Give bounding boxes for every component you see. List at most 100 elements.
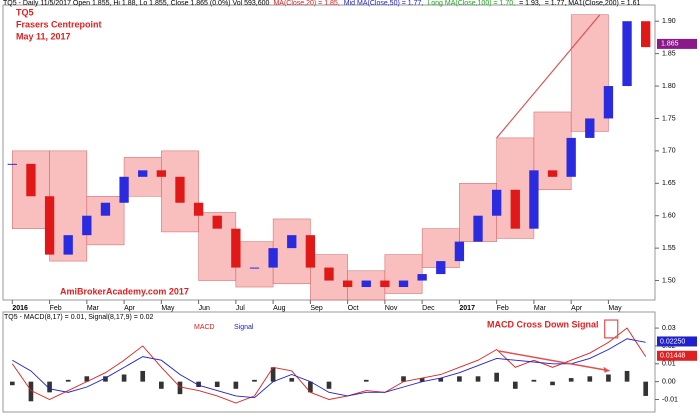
- candle: [641, 21, 651, 48]
- candle: [100, 202, 111, 216]
- candle: [529, 170, 539, 229]
- histogram-bar: [363, 379, 369, 382]
- candle: [175, 176, 185, 203]
- legend-entry: Signal: [234, 324, 254, 331]
- candle: [119, 176, 129, 203]
- month-range-box: [533, 111, 572, 191]
- x-tick-label: Feb: [497, 305, 509, 312]
- candle: [510, 189, 520, 229]
- value-tag-bg: [657, 350, 697, 361]
- candle: [249, 267, 260, 269]
- histogram-bar: [457, 376, 462, 382]
- histogram-bar: [475, 376, 481, 382]
- candle: [454, 241, 465, 262]
- price-tag-bg: [657, 38, 697, 49]
- ticker: TQ5: [16, 7, 34, 17]
- y-tick-label: 0.03: [662, 325, 676, 332]
- candle: [417, 274, 427, 281]
- y-tick-label: 1.85: [662, 50, 676, 57]
- candle: [63, 235, 73, 255]
- highlight-box: [604, 319, 619, 339]
- x-tick-label: Apr: [571, 305, 583, 312]
- x-tick-label: May: [161, 305, 175, 312]
- histogram-bar: [624, 370, 630, 382]
- macd-annotation: MACD Cross Down Signal: [487, 319, 599, 329]
- histogram-bar: [121, 374, 127, 382]
- candle: [82, 215, 92, 236]
- price-tag: 1.865: [661, 41, 679, 48]
- header-text: = 1.93,: [519, 0, 541, 7]
- y-tick-label: 1.60: [662, 213, 676, 220]
- histogram-bar: [568, 378, 574, 382]
- histogram-bar: [103, 376, 108, 382]
- x-tick-label: Nov: [385, 305, 398, 312]
- candle: [566, 137, 576, 177]
- header-text: = 1.77, MA1(Close,200) = 1.61: [545, 0, 641, 7]
- candle: [305, 235, 316, 268]
- y-tick-label: 1.75: [662, 115, 676, 122]
- histogram-bar: [47, 381, 52, 393]
- candle: [26, 163, 36, 197]
- candle: [193, 202, 204, 216]
- value-tag: 0.02250: [660, 338, 685, 345]
- date: May 11, 2017: [16, 31, 71, 41]
- histogram-bar: [84, 376, 90, 382]
- arrow-head: [603, 366, 610, 373]
- candle: [7, 163, 17, 165]
- x-tick-label: Aug: [273, 305, 286, 312]
- macd-panel: [2, 311, 656, 413]
- candle: [287, 235, 297, 249]
- candle: [342, 280, 353, 288]
- x-tick-label: Mar: [87, 305, 100, 312]
- company: Frasers Centrepoint: [16, 19, 102, 29]
- histogram-bar: [606, 374, 611, 382]
- histogram-bar: [494, 372, 499, 382]
- y-tick-label: 1.50: [662, 277, 676, 284]
- candle: [436, 261, 446, 275]
- histogram-bar: [419, 378, 425, 382]
- candle: [212, 215, 222, 229]
- x-tick-label: Apr: [124, 305, 136, 312]
- month-range-box: [384, 254, 423, 294]
- candle: [44, 196, 55, 255]
- x-tick-label: Oct: [348, 305, 359, 312]
- histogram-bar: [550, 381, 555, 386]
- y-tick-label: 1.55: [662, 245, 676, 252]
- y-tick-label: 1.90: [662, 18, 676, 25]
- candle: [324, 267, 334, 281]
- candle: [473, 215, 483, 242]
- header-text: Long MA(Close,100) = 1.70,: [427, 0, 515, 7]
- histogram-bar: [177, 381, 183, 395]
- histogram-bar: [233, 381, 239, 389]
- candle: [156, 170, 166, 177]
- x-tick-label: Jul: [236, 305, 245, 312]
- series-line: [12, 338, 646, 399]
- macd-title: TQ5 - MACD(8,17) = 0.01, Signal(8,17,9) …: [4, 314, 154, 321]
- y-tick-label: 1.80: [662, 83, 676, 90]
- watermark: AmiBrokerAcademy.com 2017: [60, 286, 189, 296]
- x-tick-label: Mar: [534, 305, 547, 312]
- candle: [398, 280, 409, 288]
- histogram-bar: [326, 381, 332, 389]
- value-tag: 0.01448: [660, 353, 685, 360]
- histogram-bar: [65, 379, 71, 382]
- value-tag-bg: [657, 336, 697, 347]
- candle: [585, 118, 595, 138]
- y-tick-label: 1.70: [662, 148, 676, 155]
- histogram-bar: [270, 367, 276, 382]
- signal-arrow: [498, 350, 610, 372]
- header-text: Mid MA(Close,50) = 1.77,: [344, 0, 424, 7]
- y-tick-label: 0.01: [662, 361, 676, 368]
- histogram-bar: [28, 381, 34, 402]
- y-tick-label: 0.00: [662, 378, 676, 385]
- x-tick-label: Sep: [310, 305, 323, 312]
- legend-entry: MACD: [194, 324, 215, 331]
- candle: [231, 228, 241, 268]
- candle: [547, 170, 558, 177]
- histogram-bar: [401, 376, 406, 382]
- histogram-bar: [289, 378, 295, 382]
- x-tick-label: Dec: [422, 305, 435, 312]
- histogram-bar: [308, 381, 313, 393]
- histogram-bar: [531, 379, 537, 382]
- histogram-bar: [196, 381, 201, 387]
